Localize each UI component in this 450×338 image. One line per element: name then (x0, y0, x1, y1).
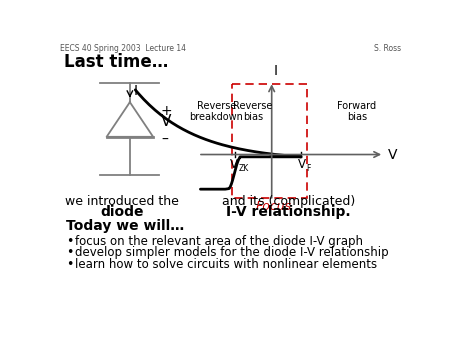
Text: •: • (66, 258, 74, 271)
Text: focus on the relevant area of the diode I-V graph: focus on the relevant area of the diode … (75, 235, 363, 248)
Text: we introduced the: we introduced the (65, 195, 179, 208)
Text: V: V (161, 115, 171, 129)
Text: •: • (66, 246, 74, 259)
Text: I: I (273, 64, 277, 77)
Text: V: V (298, 159, 306, 171)
Text: Last time…: Last time… (64, 53, 168, 71)
Text: Reverse
bias: Reverse bias (234, 101, 273, 122)
Text: –: – (161, 133, 168, 147)
Text: V: V (230, 159, 238, 171)
Text: and its (complicated): and its (complicated) (222, 195, 356, 208)
Text: V: V (388, 147, 397, 162)
Text: Today we will…: Today we will… (66, 219, 184, 233)
Text: ZK: ZK (238, 164, 248, 173)
Text: diode: diode (100, 204, 144, 219)
Text: S. Ross: S. Ross (374, 44, 401, 53)
Text: +: + (161, 104, 172, 118)
Text: •: • (66, 235, 74, 248)
Text: learn how to solve circuits with nonlinear elements: learn how to solve circuits with nonline… (75, 258, 377, 271)
Text: develop simpler models for the diode I-V relationship: develop simpler models for the diode I-V… (75, 246, 388, 259)
Text: I: I (134, 84, 138, 98)
Text: I-V relationship.: I-V relationship. (226, 204, 351, 219)
Text: F: F (306, 164, 311, 173)
Bar (232, 84, 307, 198)
Text: Focus: Focus (256, 200, 292, 213)
Text: Forward
bias: Forward bias (338, 101, 377, 122)
Text: Reverse
breakdown: Reverse breakdown (189, 101, 243, 122)
Text: EECS 40 Spring 2003  Lecture 14: EECS 40 Spring 2003 Lecture 14 (60, 44, 186, 53)
